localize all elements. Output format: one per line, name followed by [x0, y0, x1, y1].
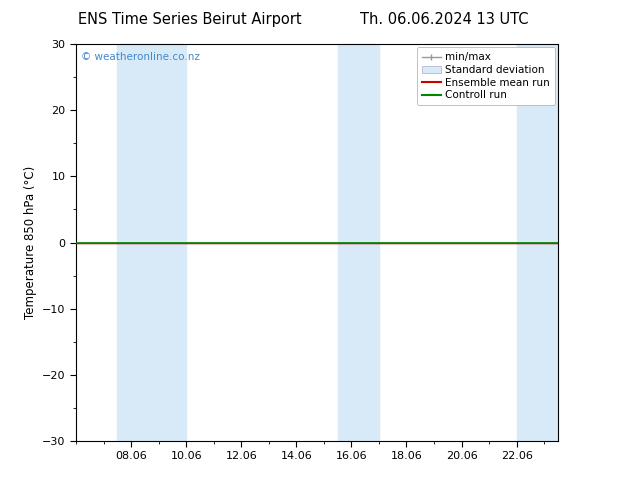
Text: © weatheronline.co.nz: © weatheronline.co.nz: [81, 52, 200, 62]
Text: ENS Time Series Beirut Airport: ENS Time Series Beirut Airport: [79, 12, 302, 27]
Bar: [338, 44, 379, 441]
Bar: [517, 44, 558, 441]
Legend: min/max, Standard deviation, Ensemble mean run, Controll run: min/max, Standard deviation, Ensemble me…: [417, 47, 555, 105]
Bar: [117, 44, 186, 441]
Text: Th. 06.06.2024 13 UTC: Th. 06.06.2024 13 UTC: [359, 12, 528, 27]
Y-axis label: Temperature 850 hPa (°C): Temperature 850 hPa (°C): [23, 166, 37, 319]
